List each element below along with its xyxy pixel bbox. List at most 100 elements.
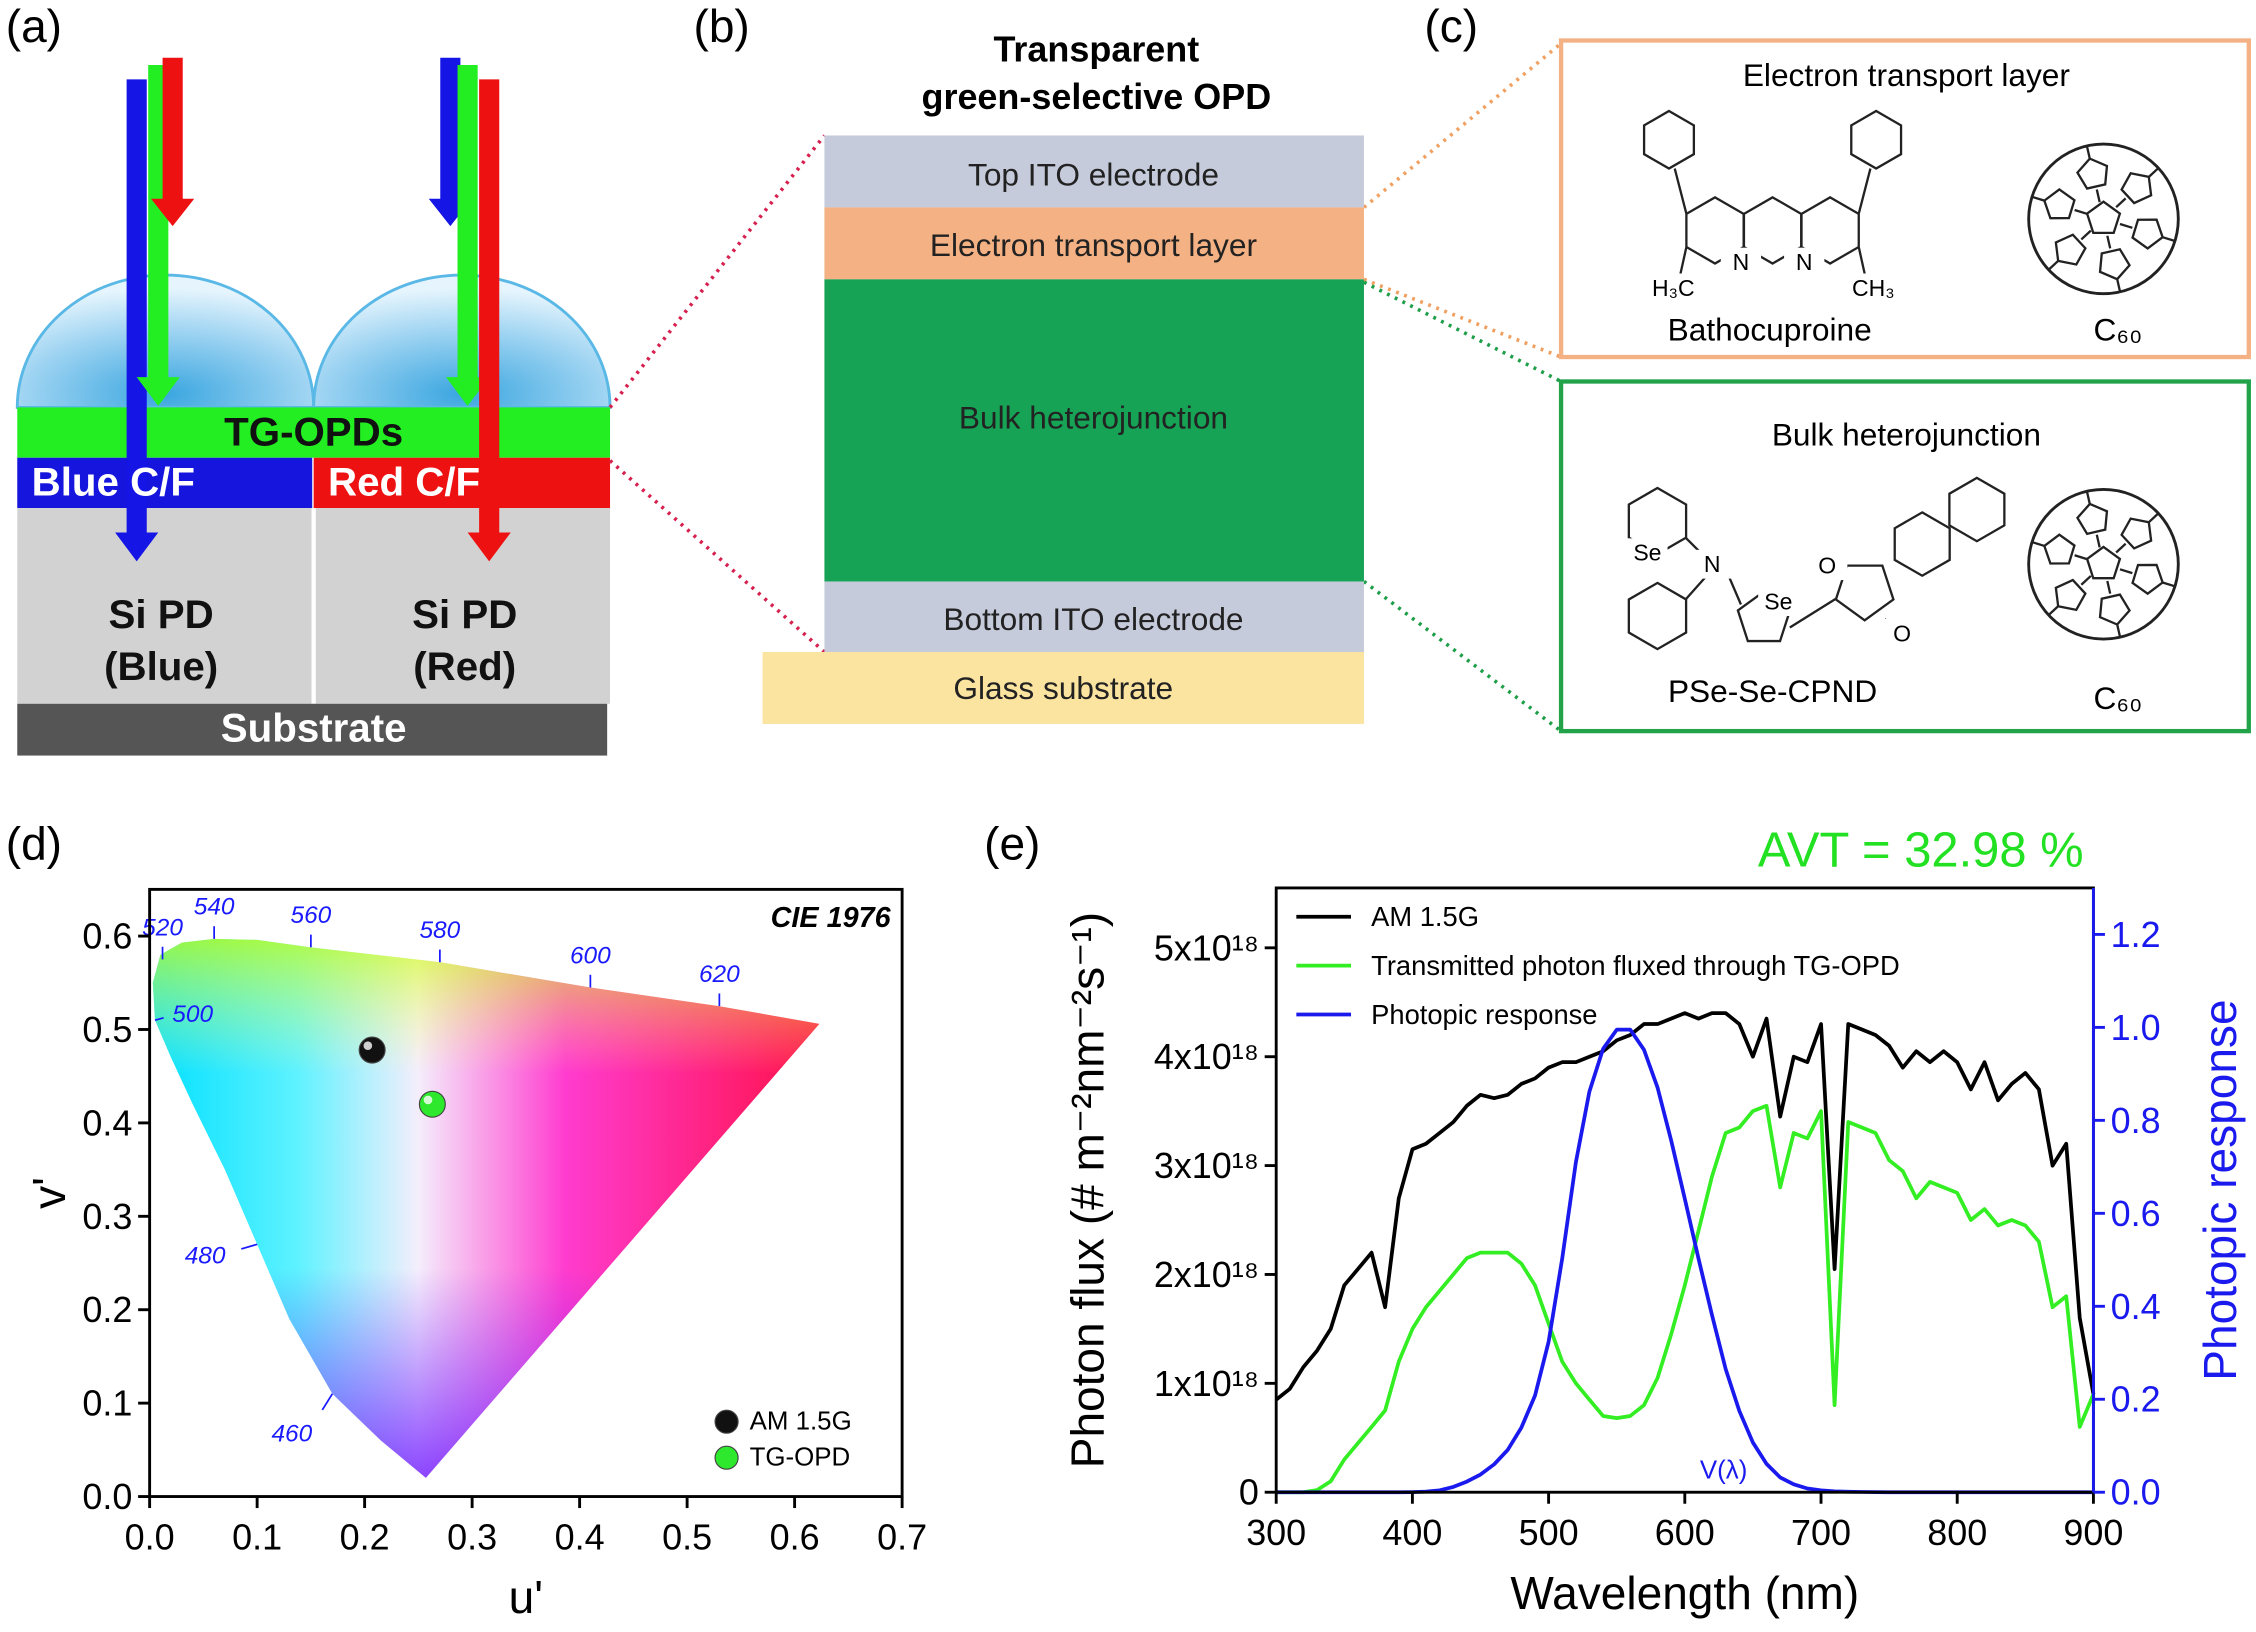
chromaticity-shade bbox=[152, 938, 820, 1478]
atom-bg bbox=[1881, 618, 1923, 648]
x-tick-label: 300 bbox=[1246, 1512, 1306, 1553]
x-tick-label: 400 bbox=[1382, 1512, 1442, 1553]
layer-label: Glass substrate bbox=[953, 670, 1173, 706]
x-tick-label: 0.6 bbox=[770, 1516, 820, 1557]
y2-tick-label: 0.6 bbox=[2111, 1193, 2161, 1234]
connector bbox=[1363, 280, 1562, 384]
atom-bg bbox=[1807, 551, 1848, 581]
arrow-blue bbox=[428, 57, 472, 227]
bond-ring bbox=[1948, 476, 2006, 543]
tg-opd-layer bbox=[17, 407, 611, 458]
bond-ring bbox=[1850, 109, 1903, 170]
layer-label: (Blue) bbox=[104, 644, 218, 689]
bond bbox=[2095, 534, 2101, 548]
bond bbox=[2047, 260, 2059, 271]
y-tick-label: 0 bbox=[1239, 1472, 1259, 1513]
y-tick-label: 4x10¹⁸ bbox=[1154, 1036, 1259, 1077]
wavelength-label: 560 bbox=[290, 902, 331, 929]
connector bbox=[1362, 41, 1563, 209]
y2-tick-label: 0.8 bbox=[2111, 1100, 2161, 1141]
bond-ring bbox=[2042, 187, 2076, 220]
bond-ring bbox=[2054, 578, 2087, 612]
bond-ring bbox=[1893, 511, 1951, 578]
wavelength-label: 620 bbox=[699, 961, 740, 988]
atom-bg bbox=[1627, 538, 1668, 568]
layer bbox=[824, 279, 1364, 582]
bond bbox=[2119, 568, 2133, 575]
panel-label: (d) bbox=[6, 817, 62, 869]
fullerene bbox=[2027, 142, 2180, 296]
y-tick-label: 5x10¹⁸ bbox=[1154, 927, 1259, 968]
y-tick-label: 3x10¹⁸ bbox=[1154, 1145, 1259, 1186]
bond-ring bbox=[2131, 563, 2164, 596]
y-tick-label: 0.1 bbox=[82, 1383, 132, 1424]
bond bbox=[2119, 222, 2133, 229]
atom-label: H₃C bbox=[1652, 275, 1695, 301]
atom-bg bbox=[1720, 247, 1762, 277]
bhj-box bbox=[1558, 379, 2251, 734]
bond bbox=[2162, 236, 2176, 243]
box-title: Bulk heterojunction bbox=[1772, 417, 2041, 453]
highlight bbox=[423, 1095, 433, 1105]
layer-label: Si PD bbox=[412, 592, 517, 637]
legend-marker bbox=[714, 1445, 739, 1470]
connector bbox=[1362, 580, 1563, 733]
panel-label: (e) bbox=[984, 817, 1040, 869]
box-title: Electron transport layer bbox=[1743, 57, 2071, 93]
wavelength-label: 540 bbox=[194, 894, 235, 921]
layer-label: TG-OPDs bbox=[224, 409, 403, 454]
layer-label: Si PD bbox=[109, 592, 214, 637]
panel-label: (a) bbox=[6, 0, 62, 52]
stack-title: Transparent bbox=[993, 29, 1199, 70]
arrow-blue bbox=[115, 79, 159, 562]
data-line bbox=[1276, 1027, 2094, 1495]
locus-tick bbox=[321, 1393, 334, 1411]
y2-tick-label: 1.0 bbox=[2111, 1007, 2161, 1048]
x-tick-label: 600 bbox=[1655, 1512, 1715, 1553]
bond-ring bbox=[2085, 545, 2122, 580]
arrow-green bbox=[136, 64, 180, 406]
bond bbox=[2106, 580, 2112, 594]
layer bbox=[824, 581, 1364, 654]
atom-label: N bbox=[1704, 551, 1721, 577]
atom-label: N bbox=[1733, 249, 1750, 275]
legend-label: Photopic response bbox=[1371, 999, 1597, 1030]
molecule-name: PSe-Se-CPND bbox=[1668, 673, 1877, 709]
atom-label: Se bbox=[1633, 540, 1661, 566]
x-tick-label: 0.5 bbox=[662, 1516, 712, 1557]
wavelength-label: 480 bbox=[185, 1242, 226, 1269]
x-tick-label: 0.0 bbox=[125, 1516, 175, 1557]
y2-tick-label: 0.2 bbox=[2111, 1379, 2161, 1420]
chemical-structures: H₃C N N CH₃ Se N Se O O bbox=[1627, 109, 2180, 651]
bond-ring bbox=[2131, 218, 2164, 250]
atom-label: O bbox=[1818, 553, 1836, 579]
fullerene bbox=[2027, 487, 2180, 641]
molecule-name: C₆₀ bbox=[2094, 680, 2143, 716]
bond bbox=[1857, 168, 1872, 214]
legend-label: AM 1.5G bbox=[1371, 901, 1479, 932]
x-tick-label: 0.3 bbox=[447, 1516, 497, 1557]
bond bbox=[2085, 491, 2091, 505]
atom-bg bbox=[1758, 587, 1799, 617]
data-line bbox=[1275, 1011, 2096, 1402]
legend-label: Transmitted photon fluxed through TG-OPD bbox=[1371, 950, 1900, 981]
bond bbox=[1789, 597, 1837, 629]
layer-label: Bulk heterojunction bbox=[959, 399, 1228, 435]
panel-label: (b) bbox=[693, 0, 749, 52]
highlight bbox=[363, 1041, 373, 1051]
bond bbox=[2148, 512, 2160, 524]
atom-bg bbox=[1653, 273, 1694, 303]
y-tick-label: 0.0 bbox=[82, 1476, 132, 1517]
x-tick-label: 0.1 bbox=[232, 1516, 282, 1557]
y-tick-label: 2x10¹⁸ bbox=[1154, 1254, 1259, 1295]
bond bbox=[2115, 542, 2127, 554]
bond-ring bbox=[2076, 157, 2109, 190]
y-axis-title: v' bbox=[23, 1177, 75, 1209]
data-point bbox=[358, 1036, 386, 1064]
bond-ring bbox=[2085, 200, 2122, 235]
x-tick-label: 0.2 bbox=[340, 1516, 390, 1557]
x-tick-label: 0.7 bbox=[877, 1516, 927, 1557]
atom-label: Se bbox=[1764, 589, 1792, 615]
arrow-green bbox=[446, 64, 490, 406]
y-tick-label: 0.3 bbox=[82, 1196, 132, 1237]
